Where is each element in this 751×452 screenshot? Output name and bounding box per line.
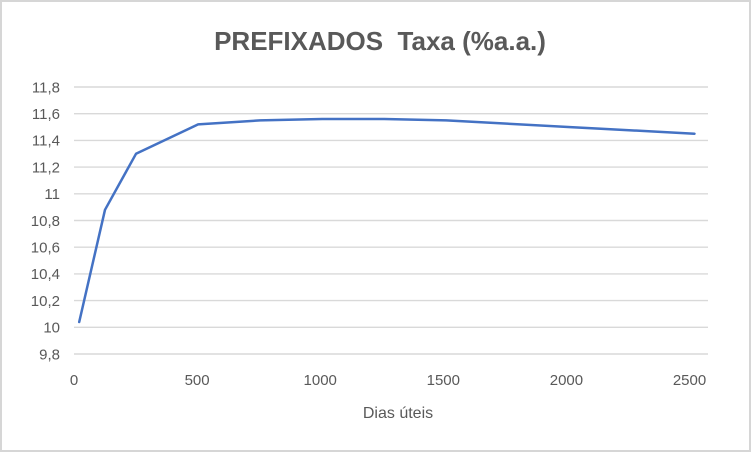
x-tick-label: 0 [70,372,78,389]
x-tick-label: 1500 [427,372,460,389]
y-tick-label: 9,8 [39,346,60,363]
y-axis-tick-labels: 9,8 10 10,2 10,4 10,6 10,8 11 11,2 11,4 11,6 11,8 [31,79,60,363]
y-tick-label: 11 [44,186,60,203]
x-tick-label: 2500 [673,372,706,389]
y-tick-label: 10 [43,320,60,337]
x-tick-label: 1000 [304,372,337,389]
y-tick-label: 10,8 [31,213,60,230]
y-tick-label: 11,8 [32,79,60,96]
y-tick-label: 11,6 [32,106,60,123]
x-axis-title: Dias úteis [363,405,433,422]
x-tick-label: 2000 [550,372,583,389]
x-axis-tick-labels: 0 500 1000 1500 2000 2500 [70,372,706,389]
y-tick-label: 11,4 [32,133,60,150]
y-tick-label: 11,2 [32,159,60,176]
y-tick-label: 10,4 [31,266,60,283]
y-tick-label: 10,6 [31,239,60,256]
gridlines-group [74,86,708,355]
y-tick-label: 10,2 [31,293,60,310]
rate-curve-line [77,117,696,324]
chart-title: PREFIXADOS Taxa (%a.a.) [214,26,546,56]
x-tick-label: 500 [185,372,210,389]
